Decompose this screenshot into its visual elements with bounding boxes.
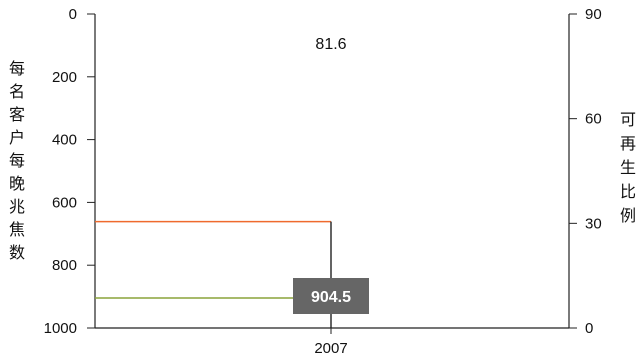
axis-title-char: 每 <box>9 60 25 78</box>
axis-title-char: 每 <box>9 152 25 170</box>
axis-title-char: 数 <box>9 244 25 262</box>
right-tick-label: 90 <box>585 6 602 23</box>
right-tick-label: 60 <box>585 111 602 128</box>
top-value-label: 81.6 <box>315 36 346 53</box>
x-tick-label: 2007 <box>314 340 347 357</box>
left-tick-label: 0 <box>69 6 77 23</box>
value-box <box>293 278 369 314</box>
right-axis-title: 可再生比例 <box>620 112 636 225</box>
axis-title-char: 焦 <box>9 221 25 239</box>
left-tick-label: 1000 <box>44 320 77 337</box>
left-y-axis: 0 200 400 600 800 1000 <box>44 6 96 337</box>
axis-title-char: 户 <box>9 129 25 147</box>
axis-title-char: 例 <box>620 207 636 225</box>
axis-title-char: 比 <box>620 183 636 201</box>
axis-title-char: 晚 <box>9 175 25 193</box>
axis-title-char: 兆 <box>9 198 25 216</box>
right-tick-label: 0 <box>585 320 593 337</box>
left-axis-title: 每名客户每晚兆焦数 <box>9 60 25 262</box>
axis-title-char: 可 <box>620 112 636 129</box>
axis-title-char: 客 <box>9 106 25 124</box>
right-y-axis: 0 30 60 90 <box>568 6 602 337</box>
x-axis: 2007 <box>95 327 569 357</box>
axis-title-char: 再 <box>620 136 636 153</box>
axis-title-char: 名 <box>9 83 25 101</box>
left-tick-label: 600 <box>52 194 77 211</box>
axis-title-char: 生 <box>620 159 636 177</box>
right-tick-label: 30 <box>585 215 602 232</box>
left-tick-label: 200 <box>52 69 77 86</box>
value-box-label: 904.5 <box>311 289 351 306</box>
left-tick-label: 800 <box>52 257 77 274</box>
left-tick-label: 400 <box>52 132 77 149</box>
